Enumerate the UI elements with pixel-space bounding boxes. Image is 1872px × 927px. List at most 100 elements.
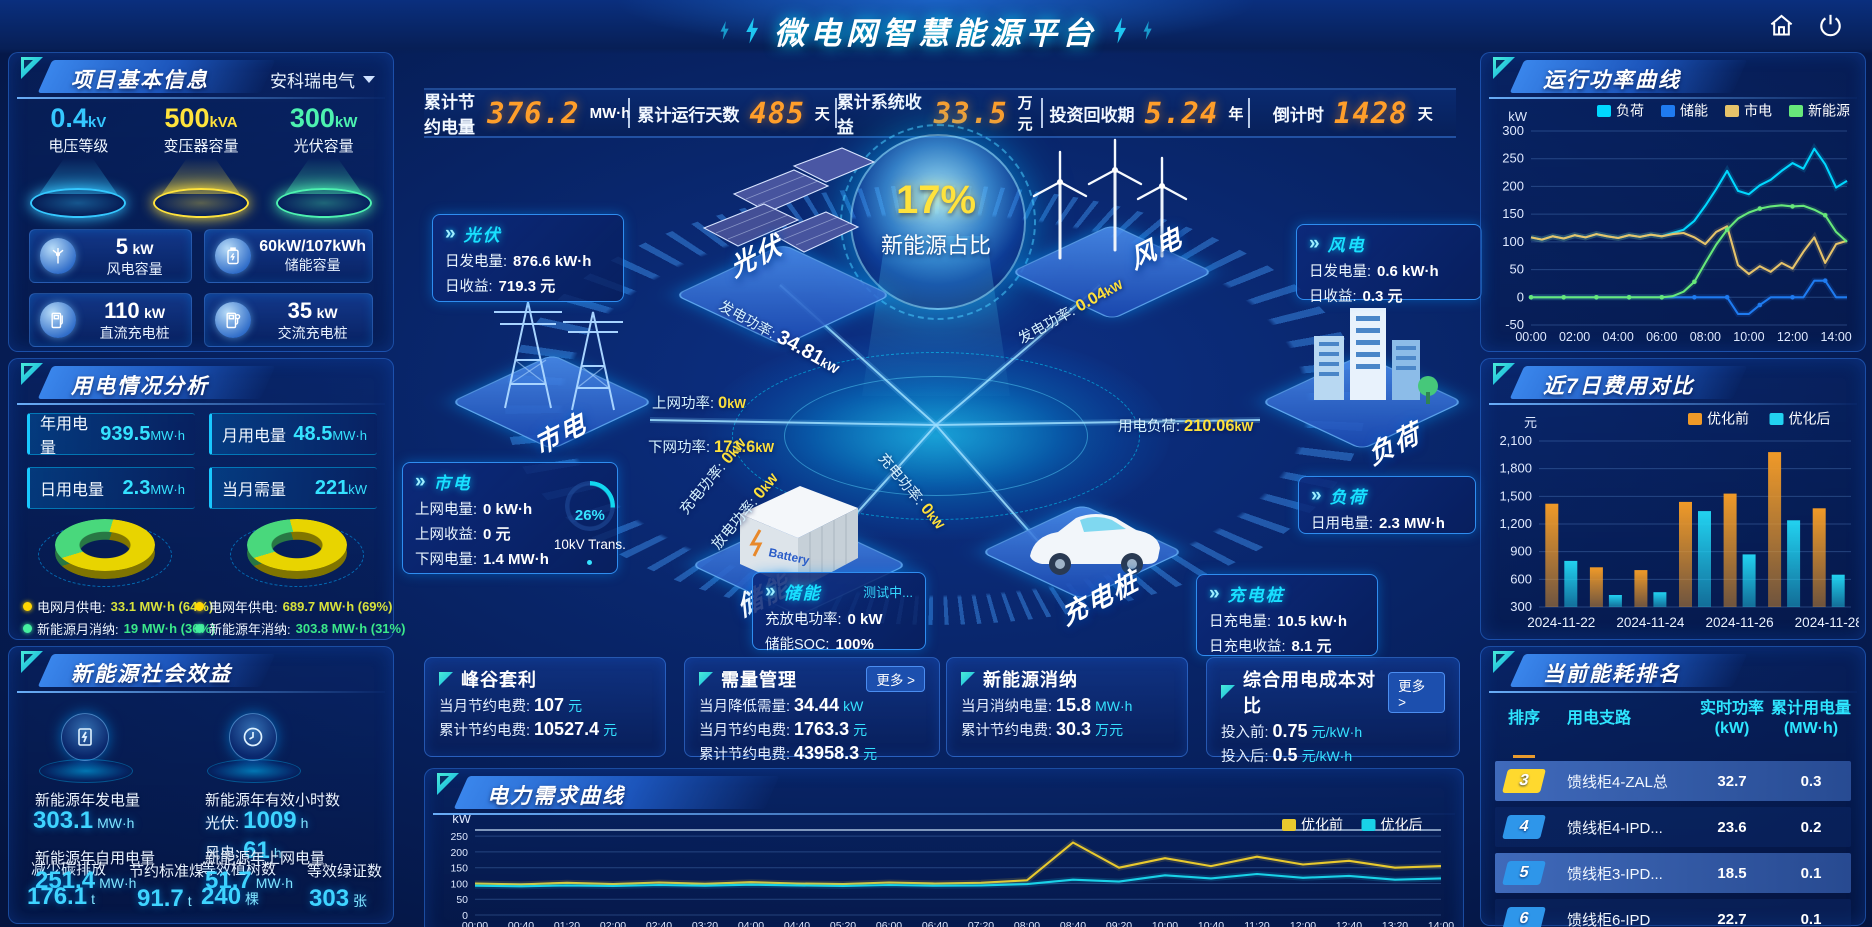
capacity-spotlights: 0.4kV 电压等级 500kVA 变压器容量 300kW 光伏容量 [9, 103, 393, 225]
svg-text:2024-11-22: 2024-11-22 [1527, 615, 1595, 630]
svg-text:-50: -50 [1505, 317, 1524, 332]
svg-text:元: 元 [1524, 415, 1537, 430]
svg-text:50: 50 [456, 894, 468, 906]
donut-legend-item: 电网月供电: 33.1 MW·h (64%) [23, 597, 213, 616]
svg-text:900: 900 [1510, 544, 1532, 559]
panel-social-benefits: 新能源社会效益 新能源年发电量 303.1 MW·h 新能源年有效小时数 光伏: 1… [8, 646, 394, 924]
wind-iso-label: 风电 [1126, 220, 1187, 275]
lightning-deco-icon [1143, 21, 1152, 40]
ranking-row-3[interactable]: 3 馈线柜4-ZAL总 32.7 0.3 [1495, 761, 1851, 801]
storage-status-badge: 测试中... [863, 585, 913, 600]
svg-text:11:20: 11:20 [1244, 920, 1270, 927]
node-box-wind: » 风电 日发电量: 0.6 kW·h 日收益: 0.3 元 [1296, 224, 1482, 305]
card-corner-icon [961, 672, 975, 686]
more-button[interactable]: 更多 > [866, 666, 925, 692]
card-corner-icon [439, 672, 453, 686]
svg-text:200: 200 [450, 847, 468, 859]
kpi-item-0: 累计节约电量 376.2 MW·h [424, 90, 631, 137]
svg-text:kW: kW [1508, 109, 1528, 124]
svg-text:06:00: 06:00 [1646, 330, 1677, 344]
home-icon[interactable] [1768, 12, 1795, 39]
chevron-down-icon [363, 76, 375, 83]
flow-label-3: 下网功率: 171.6kW [648, 438, 775, 456]
chevron-right-icon: » [415, 471, 426, 492]
social-co2-label: 减少碳排放 [31, 861, 107, 878]
panel-corner-icon [21, 57, 43, 79]
usage-donut-charts [9, 509, 393, 595]
flow-label-2: 上网功率: 0kW [652, 394, 746, 412]
svg-text:0: 0 [462, 910, 468, 922]
dc-charger-icon [40, 302, 76, 338]
svg-text:12:00: 12:00 [1777, 330, 1808, 344]
ranking-row-5[interactable]: 5 馈线柜3-IPD... 18.5 0.1 [1495, 853, 1851, 893]
capacity-card-1: 60kW/107kWh 储能容量 [204, 229, 373, 283]
kpi-item-3: 投资回收期 5.24 年 [1043, 90, 1251, 136]
panel-usage-analysis: 用电情况分析 年用电量 939.5MW·h 月用电量 48.5MW·h 日用电量… [8, 358, 405, 640]
node-box-grid: » 市电 上网电量: 0 kW·h 上网收益: 0 元下网电量: 1.4 MW·h 26% … [402, 462, 626, 574]
capacity-card-3: 35 kW 交流充电桩 [204, 293, 373, 347]
company-selector-value: 安科瑞电气 [270, 72, 355, 91]
ranking-column-header: 用电支路 [1567, 710, 1632, 727]
social-trees-value: 240 棵 [201, 883, 260, 910]
social-coal-label: 节约标准煤 [129, 863, 205, 880]
chevron-right-icon: » [1309, 233, 1320, 254]
chevron-right-icon: » [445, 223, 456, 244]
spotlight-2: 300kW 光伏容量 [269, 103, 379, 225]
company-selector[interactable]: 安科瑞电气 [270, 67, 375, 92]
rank-badge: 3 [1502, 769, 1546, 793]
svg-text:07:20: 07:20 [968, 920, 994, 927]
panel-energy-ranking: 当前能耗排名 排序 用电支路 实时功率 (kW) 累计用电量 (MW·h) 3 馈线柜… [1480, 646, 1866, 927]
ranking-table-rows: 3 馈线柜4-ZAL总 32.7 0.3 4 馈线柜4-IPD... 23.6 … [1495, 761, 1851, 927]
rank-badge: 6 [1502, 907, 1546, 927]
node-box-storage: » 储能 测试中... 充放电功率: 0 kW 储能SOC: 100% [752, 572, 926, 653]
ranking-row-4[interactable]: 4 馈线柜4-IPD... 23.6 0.2 [1495, 807, 1851, 847]
social-hours-wind: 风电: 61 h [205, 837, 282, 864]
svg-text:优化后: 优化后 [1381, 817, 1423, 833]
svg-text:负荷: 负荷 [1616, 103, 1644, 119]
svg-text:100: 100 [450, 878, 468, 890]
svg-text:优化后: 优化后 [1789, 411, 1831, 427]
svg-text:02:40: 02:40 [646, 920, 672, 927]
usage-donut-legend: 电网月供电: 33.1 MW·h (64%) 电网年供电: 689.7 MW·h… [23, 597, 405, 638]
usage-stat-2: 日用电量 2.3MW·h [27, 467, 195, 509]
renewable-share-value: 17% [895, 178, 977, 222]
panel-title: 项目基本信息 [71, 69, 209, 92]
social-cert-label: 等效绿证数 [307, 863, 383, 880]
benefit-card-3: 综合用电成本对比 更多 > 投入前: 0.75 元/kW·h 投入后: 0.5 元/kW·h [1206, 657, 1460, 765]
flow-label-1: 发电功率:0.04kW [1015, 277, 1126, 348]
svg-text:150: 150 [450, 863, 468, 875]
lightning-deco-icon [720, 21, 729, 40]
svg-text:50: 50 [1510, 262, 1524, 277]
svg-text:300: 300 [1502, 123, 1524, 138]
social-hours-pv: 光伏: 1009 h [205, 807, 309, 834]
svg-text:12:00: 12:00 [1290, 920, 1316, 927]
panel-demand-curve: 电力需求曲线 0 50 100 150 200 250 00:00 00:40 01:… [424, 768, 1464, 927]
svg-text:06:00: 06:00 [876, 920, 902, 927]
usage-stat-1: 月用电量 48.5MW·h [209, 413, 377, 455]
load-platform [1260, 354, 1464, 450]
more-button[interactable]: 更多 > [1388, 671, 1445, 713]
ranking-column-header: 排序 [1507, 710, 1540, 727]
svg-text:0: 0 [1517, 289, 1524, 304]
power-icon[interactable] [1817, 12, 1844, 39]
power-curve-chart: -50 0 50 100 150 200 250 300 00:00 02:00 04… [1502, 103, 1851, 345]
panel-corner-icon [21, 651, 43, 673]
capacity-card-0: 5 kW 风电容量 [29, 229, 193, 283]
ranking-row-6[interactable]: 6 馈线柜6-IPD 22.7 0.1 [1495, 899, 1851, 927]
social-cert-value: 303 张 [309, 885, 368, 912]
charger-platform [980, 504, 1184, 600]
donut-legend-item: 电网年供电: 689.7 MW·h (69%) [195, 597, 392, 616]
svg-text:05:20: 05:20 [830, 920, 856, 927]
svg-text:00:00: 00:00 [1515, 330, 1546, 344]
svg-text:10:00: 10:00 [1733, 330, 1764, 344]
page-title: 微电网智慧能源平台 [774, 16, 1098, 51]
panel-power-curve: 运行功率曲线 -50 0 50 100 150 200 250 300 00:00… [1480, 52, 1866, 352]
chevron-right-icon: » [1311, 485, 1322, 506]
kpi-value: 376.2 [487, 96, 580, 130]
svg-text:01:20: 01:20 [554, 920, 580, 927]
node-box-load: » 负荷 日用电量: 2.3 MW·h [1298, 476, 1476, 534]
svg-text:100: 100 [1502, 234, 1524, 249]
hours-pedestal-icon [229, 713, 277, 761]
ranking-indicator-dash [1513, 755, 1535, 758]
grid-platform [450, 354, 654, 450]
